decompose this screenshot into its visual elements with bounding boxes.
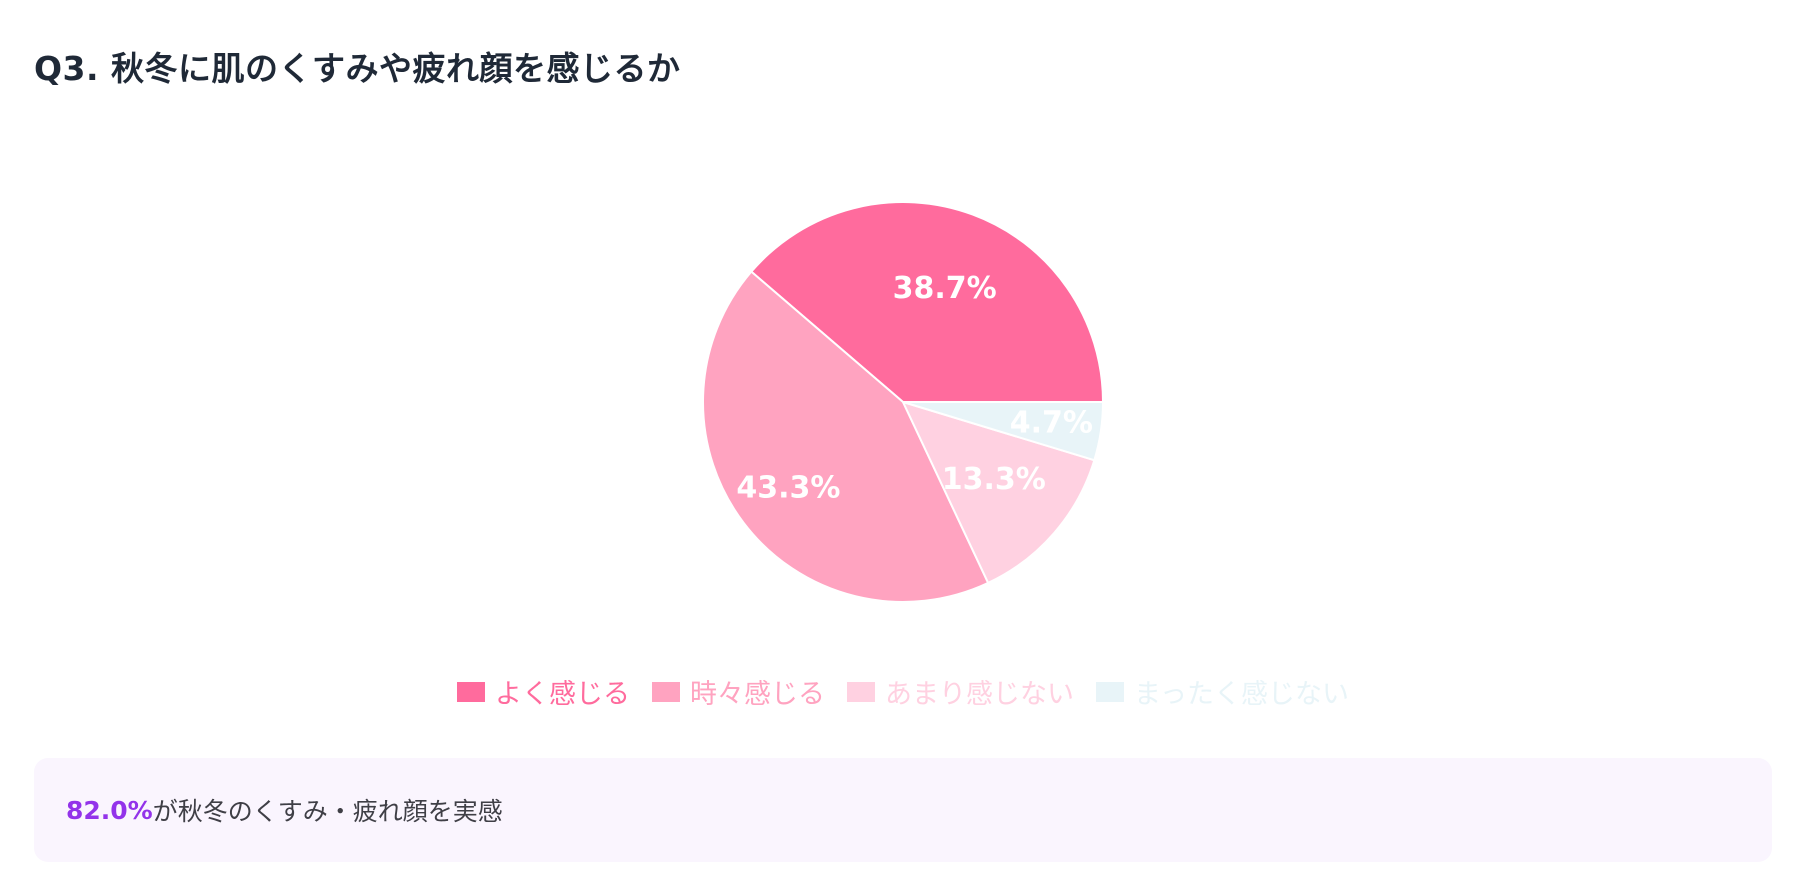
pie-slice-rarely[interactable] [901,400,1096,585]
legend-label: まったく感じない [1134,679,1349,710]
chart-title: Q3. 秋冬に肌のくすみや疲れ顔を感じるか [34,49,681,88]
pie-slice-often[interactable] [749,201,1105,403]
legend-swatch [457,681,486,702]
legend-label: よく感じる [495,679,631,710]
legend-swatch [652,681,681,702]
data-label-often: 38.7% [893,271,997,306]
callout-text: が秋冬のくすみ・疲れ顔を実感 [152,797,503,826]
legend-label: あまり感じない [885,679,1075,710]
legend-item-rarely[interactable]: あまり感じない [847,672,1074,711]
data-label-rarely: 13.3% [942,462,1046,497]
pie-slices [702,201,1105,603]
callout-highlight: 82.0% [66,795,153,825]
legend-item-never[interactable]: まったく感じない [1096,672,1349,711]
summary-callout: 82.0% が秋冬のくすみ・疲れ顔を実感 [34,758,1772,862]
data-label-never: 4.7% [1010,406,1093,441]
legend-item-often[interactable]: よく感じる [457,672,630,711]
legend-label: 時々感じる [690,679,826,710]
chart-legend: よく感じる 時々感じる あまり感じない まったく感じない [0,672,1806,711]
legend-swatch [847,681,876,702]
pie-labels: 38.7% 43.3% 13.3% 4.7% [736,271,1093,506]
legend-item-sometimes[interactable]: 時々感じる [652,672,825,711]
legend-swatch [1096,681,1125,702]
pie-slice-sometimes[interactable] [702,270,990,603]
pie-slice-never[interactable] [902,401,1105,462]
data-label-sometimes: 43.3% [736,471,840,506]
